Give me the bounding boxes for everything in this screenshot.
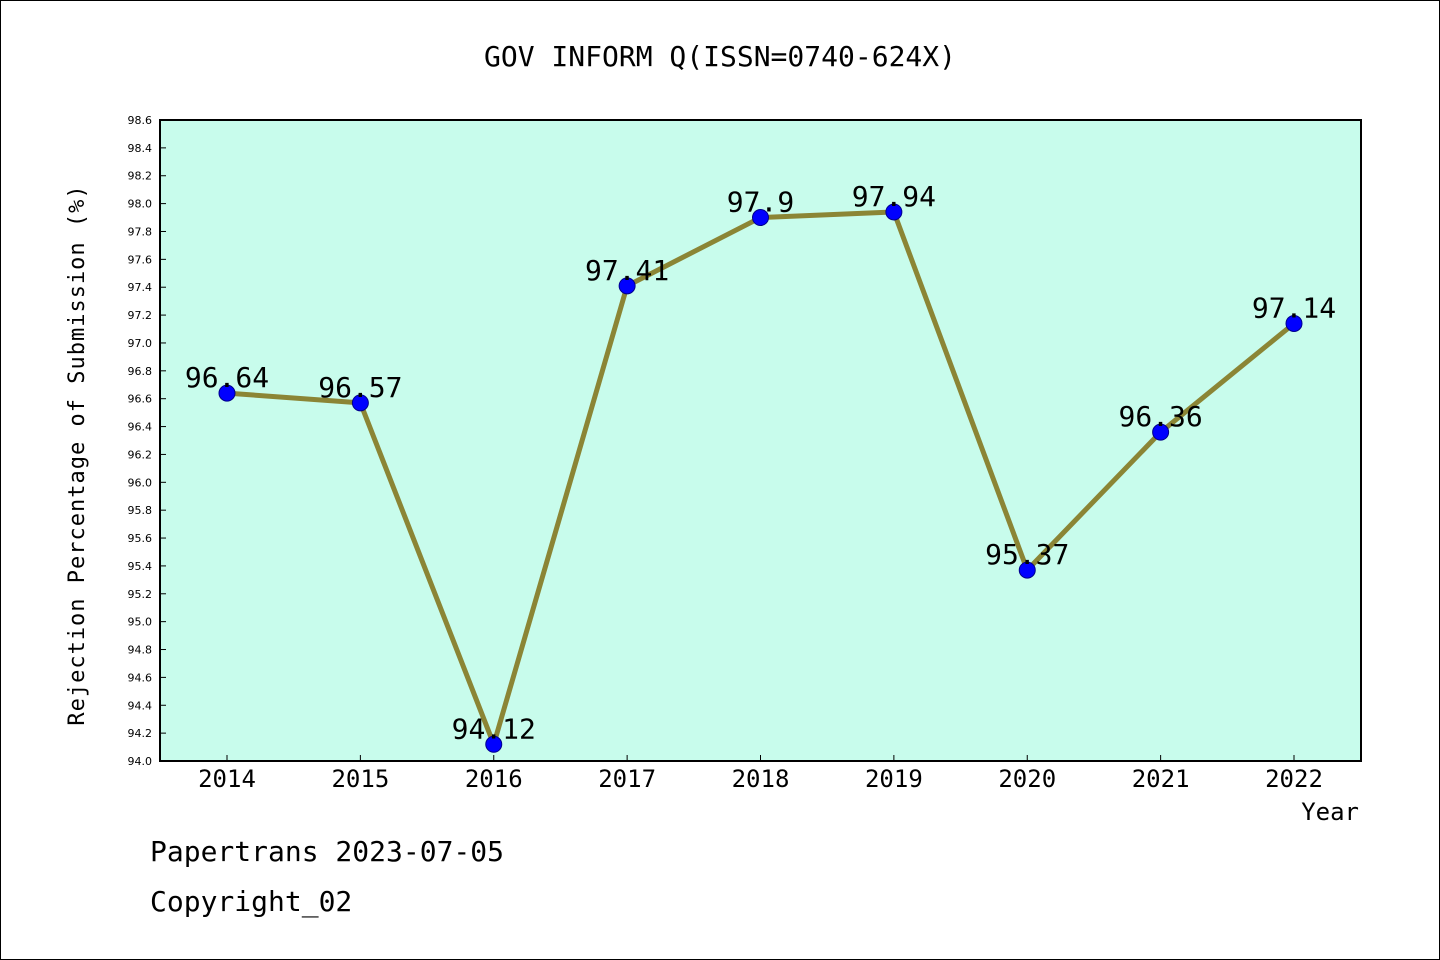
data-point-2016	[485, 735, 503, 753]
data-labels: 96.64 96.57 94.12 97.41 97.9 97.94 95.37 96.36 9…	[185, 180, 1336, 745]
x-tick-label: 2018	[732, 765, 790, 793]
x-tick-label: 2017	[598, 765, 656, 793]
data-label-2014: 96.64	[185, 361, 269, 394]
y-tick-label: 98.4	[128, 142, 153, 155]
y-tick-label: 96.4	[128, 421, 153, 434]
data-point-2017	[618, 277, 636, 295]
data-label-2020: 95.37	[985, 538, 1069, 571]
y-tick-label: 95.4	[128, 560, 153, 573]
data-point-2019	[885, 203, 903, 221]
data-label-2022: 97.14	[1252, 291, 1336, 324]
data-point-2014	[218, 384, 236, 402]
y-tick-label: 96.0	[128, 476, 153, 489]
data-markers	[218, 203, 1303, 753]
data-label-2019: 97.94	[852, 180, 936, 213]
x-tick-label: 2020	[998, 765, 1056, 793]
data-point-2020	[1018, 561, 1036, 579]
data-label-2015: 96.57	[318, 371, 402, 404]
y-tick-label: 94.8	[128, 644, 153, 657]
data-label-2017: 97.41	[585, 254, 669, 287]
x-tick-label: 2019	[865, 765, 923, 793]
x-tick-label: 2014	[198, 765, 256, 793]
y-axis: 94.0 94.2 94.4 94.6 94.8 95.0 95.2 95.4 95.6 95.8…	[128, 114, 166, 768]
x-tick-label: 2022	[1265, 765, 1323, 793]
y-tick-label: 97.0	[128, 337, 153, 350]
y-tick-label: 97.2	[128, 309, 153, 322]
y-tick-label: 95.8	[128, 504, 153, 517]
data-point-2022	[1285, 314, 1303, 332]
y-tick-label: 97.4	[128, 281, 153, 294]
chart-title: GOV INFORM Q(ISSN=0740-624X)	[484, 40, 956, 73]
y-tick-label: 94.0	[128, 755, 153, 768]
y-tick-label: 94.4	[128, 699, 153, 712]
footer-copyright: Copyright_02	[150, 885, 353, 918]
data-point-2021	[1152, 423, 1170, 441]
y-tick-label: 98.6	[128, 114, 153, 127]
x-tick-label: 2015	[331, 765, 389, 793]
x-axis-label: Year	[1301, 798, 1359, 826]
y-tick-label: 96.6	[128, 393, 153, 406]
data-label-2021: 96.36	[1118, 400, 1202, 433]
data-label-2016: 94.12	[452, 712, 536, 745]
y-tick-label: 98.0	[128, 198, 153, 211]
y-tick-label: 98.2	[128, 170, 153, 183]
y-tick-label: 95.2	[128, 588, 153, 601]
y-tick-label: 95.0	[128, 616, 153, 629]
y-tick-label: 97.8	[128, 225, 153, 238]
x-axis: 2014 2015 2016 2017 2018 2019 2020 2021 2022	[198, 755, 1323, 793]
x-tick-label: 2016	[465, 765, 523, 793]
y-tick-label: 96.8	[128, 365, 153, 378]
data-point-2015	[351, 394, 369, 412]
x-tick-label: 2021	[1132, 765, 1190, 793]
y-tick-label: 97.6	[128, 253, 153, 266]
data-label-2018: 97.9	[727, 186, 794, 219]
y-tick-label: 96.2	[128, 448, 153, 461]
y-axis-label: Rejection Percentage of Submission (%)	[65, 184, 90, 725]
data-point-2018	[752, 209, 769, 227]
y-tick-label: 94.2	[128, 727, 153, 740]
y-tick-label: 94.6	[128, 671, 153, 684]
footer-date: Papertrans 2023-07-05	[150, 835, 505, 868]
y-tick-label: 95.6	[128, 532, 153, 545]
